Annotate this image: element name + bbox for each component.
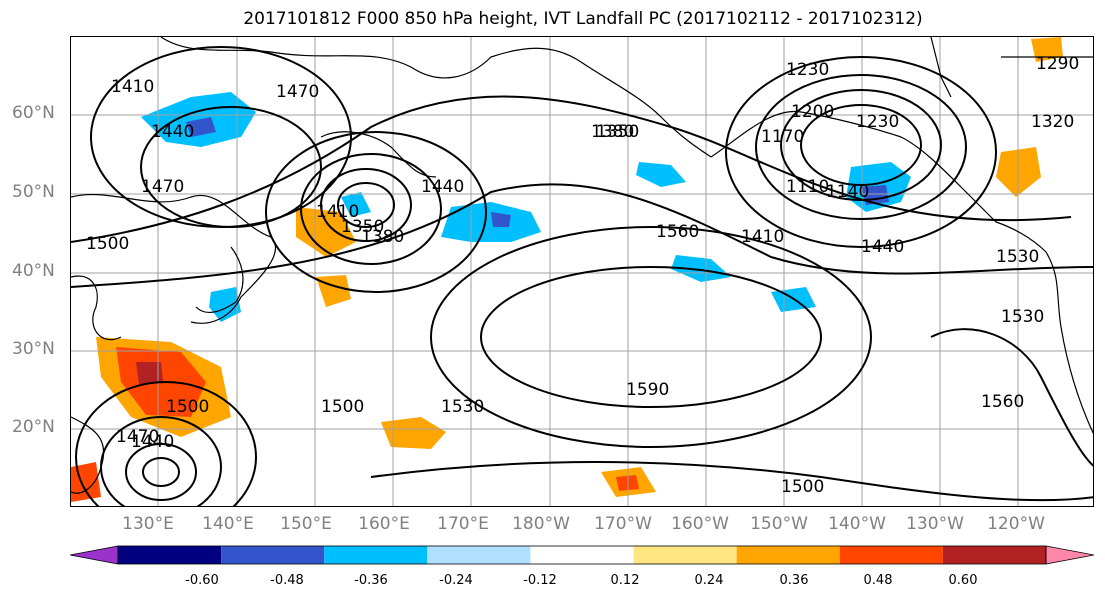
- colorbar-tick-label: 0.36: [779, 573, 809, 588]
- lon-label: 120°W: [987, 514, 1045, 534]
- lat-label: 40°N: [12, 261, 55, 281]
- ivt-orange-region: [316, 275, 351, 307]
- lon-label: 140°E: [202, 514, 254, 534]
- lon-label: 150°W: [750, 514, 808, 534]
- colorbar-tick-label: -0.12: [523, 573, 557, 588]
- lon-label: 180°W: [512, 514, 570, 534]
- contour-label: 1500: [781, 477, 824, 497]
- colorbar-segment: [118, 546, 222, 564]
- lon-label: 160°E: [358, 514, 410, 534]
- ivt-orange-region: [1031, 37, 1063, 62]
- contour-label: 1590: [626, 380, 669, 400]
- contour-label: 1110: [786, 177, 829, 197]
- contour-label: 1230: [856, 112, 899, 132]
- colorbar-outline: [117, 545, 1047, 565]
- lon-label: 140°W: [828, 514, 886, 534]
- contour-label: 1380: [361, 227, 404, 247]
- ivt-blue-region: [441, 202, 541, 242]
- colorbar-tick-label: 0.60: [948, 573, 978, 588]
- contour-label: 1410: [111, 77, 154, 97]
- colorbar-segment: [839, 546, 943, 564]
- ivt-darkred-region: [136, 362, 163, 385]
- contour-label: 1470: [141, 177, 184, 197]
- contour-label: 1140: [826, 182, 869, 202]
- colorbar-segment: [530, 546, 634, 564]
- contour-label: 1200: [791, 102, 834, 122]
- contour-label: 1470: [276, 82, 319, 102]
- contour-label: 1170: [761, 127, 804, 147]
- ivt-orange-region: [381, 417, 446, 449]
- lon-label: 170°W: [594, 514, 652, 534]
- ivt-orange-region: [296, 207, 356, 257]
- contour-label: 1560: [656, 222, 699, 242]
- colorbar-tick-label: -0.24: [439, 573, 473, 588]
- ivt-blue-region: [209, 287, 241, 322]
- contour-label: 1530: [996, 247, 1039, 267]
- lat-label: 60°N: [12, 103, 55, 123]
- colorbar-tick-label: -0.48: [270, 573, 304, 588]
- ivt-dark-blue-region: [186, 117, 216, 137]
- contour-label: 1410: [316, 202, 359, 222]
- contour-label: 1350: [341, 217, 384, 237]
- contour-label: 1500: [86, 234, 129, 254]
- contour-label: 1230: [786, 60, 829, 80]
- height-contours: [71, 46, 1093, 506]
- map-title: 2017101812 F000 850 hPa height, IVT Land…: [243, 9, 923, 29]
- lon-label: 170°E: [437, 514, 489, 534]
- contour-label: 1440: [131, 432, 174, 452]
- colorbar: [70, 545, 1094, 565]
- map-canvas: 1410 1470 1440 1470 1500 1350 1410 1380 …: [71, 37, 1093, 506]
- contour-label: 1440: [861, 237, 904, 257]
- ivt-dark-blue-region: [491, 212, 511, 227]
- contour-label: 1380: [591, 122, 634, 142]
- colorbar-extend-low: [70, 545, 119, 565]
- colorbar-extend-high: [1045, 545, 1094, 565]
- colorbar-tick-label: -0.36: [354, 573, 388, 588]
- ivt-blue-region: [636, 162, 686, 187]
- ivt-blue-region: [341, 192, 371, 217]
- contour-label: 1440: [421, 177, 464, 197]
- colorbar-segments: [70, 545, 1094, 565]
- coastlines: [71, 37, 1093, 494]
- contour-label: 1500: [166, 397, 209, 417]
- contour-label: 1560: [981, 392, 1024, 412]
- ivt-orange-region: [71, 462, 101, 502]
- colorbar-segment: [221, 546, 325, 564]
- lat-label: 50°N: [12, 182, 55, 202]
- colorbar-segment: [324, 546, 428, 564]
- lon-label: 150°E: [280, 514, 332, 534]
- colorbar-segment: [633, 546, 737, 564]
- colorbar-tick-label: 0.12: [610, 573, 640, 588]
- contour-label: 1500: [321, 397, 364, 417]
- contour-label: 1290: [1036, 54, 1079, 74]
- map-frame: 1410 1470 1440 1470 1500 1350 1410 1380 …: [70, 36, 1094, 507]
- contour-label: 1350: [596, 122, 639, 142]
- colorbar-tick-label: -0.60: [185, 573, 219, 588]
- contour-label: 1530: [441, 397, 484, 417]
- lon-label: 160°W: [671, 514, 729, 534]
- contour-label: 1320: [1031, 112, 1074, 132]
- ivt-blue-region: [671, 255, 731, 282]
- colorbar-segment: [736, 546, 840, 564]
- lat-label: 20°N: [12, 417, 55, 437]
- contour-labels: 1410 1470 1440 1470 1500 1350 1410 1380 …: [86, 54, 1079, 497]
- contour-label: 1530: [1001, 307, 1044, 327]
- colorbar-segment: [427, 546, 531, 564]
- lat-label: 30°N: [12, 339, 55, 359]
- lon-label: 130°W: [906, 514, 964, 534]
- contour-label: 1440: [151, 122, 194, 142]
- colorbar-segment: [942, 546, 1046, 564]
- contour-label: 1410: [741, 227, 784, 247]
- colorbar-tick-label: 0.48: [863, 573, 893, 588]
- colorbar-tick-label: 0.24: [694, 573, 724, 588]
- contour-label: 1470: [116, 427, 159, 447]
- lon-label: 130°E: [122, 514, 174, 534]
